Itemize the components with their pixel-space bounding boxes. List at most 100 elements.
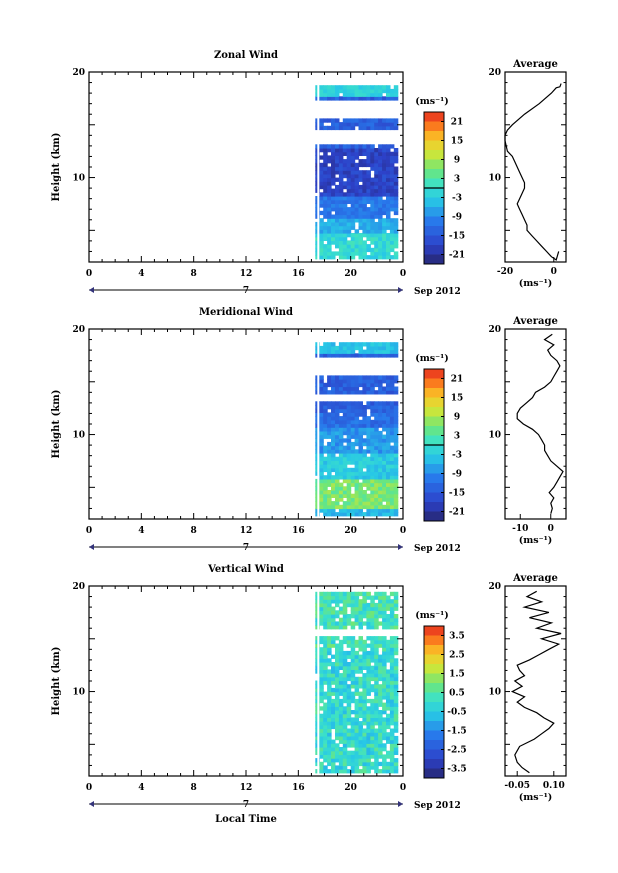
zonal-cell [331, 85, 336, 90]
meridional-cell [370, 508, 375, 513]
vertical-cell [335, 680, 340, 685]
zonal-cell [382, 255, 387, 260]
meridional-cell [331, 482, 336, 487]
zonal-cell [354, 244, 360, 249]
meridional-cell [389, 379, 395, 384]
zonal-cell [393, 184, 399, 190]
meridional-cell [342, 508, 348, 513]
vertical-cell [370, 721, 375, 726]
meridional-cell [366, 419, 371, 425]
meridional-profile-frame [504, 328, 567, 520]
vertical-cell [346, 758, 352, 763]
zonal-cell [382, 184, 387, 190]
meridional-cell [358, 453, 363, 458]
vertical-cell [319, 769, 324, 774]
zonal-cell [338, 221, 344, 227]
vertical-cell [319, 621, 324, 626]
meridional-cell [331, 390, 336, 395]
meridional-xtick-label: 12 [240, 526, 253, 536]
meridional-cell [342, 375, 348, 380]
vertical-cell [386, 765, 391, 770]
meridional-cell [366, 401, 371, 406]
zonal-cell [366, 85, 371, 90]
meridional-cell [338, 449, 344, 454]
meridional-cell [358, 382, 363, 388]
meridional-cell [331, 464, 336, 469]
vertical-cell [342, 747, 348, 752]
meridional-cell [354, 434, 360, 439]
zonal-cell [354, 196, 360, 201]
vertical-cell [323, 706, 328, 711]
meridional-cell [338, 482, 344, 487]
meridional-cell [374, 349, 379, 354]
zonal-cell [374, 247, 379, 253]
meridional-cell [378, 382, 383, 388]
meridional-cell [393, 438, 399, 443]
vertical-cell [362, 710, 367, 715]
meridional-cell [374, 456, 379, 461]
zonal-cell [382, 218, 387, 223]
zonal-cell [350, 225, 356, 230]
zonal-cell [362, 181, 367, 186]
vertical-cell [366, 595, 371, 600]
vertical-cell [386, 650, 391, 656]
vertical-cell [338, 739, 344, 744]
meridional-cell [378, 416, 383, 421]
meridional-cell [386, 349, 391, 354]
vertical-cell [327, 676, 332, 682]
vertical-cell [382, 721, 387, 726]
meridional-cell [362, 460, 367, 465]
zonal-cell [335, 229, 340, 234]
vertical-cell [366, 602, 371, 608]
meridional-cell [354, 342, 360, 347]
meridional-cell [350, 434, 356, 439]
vertical-cell [393, 765, 399, 770]
meridional-cell [323, 456, 328, 461]
vertical-cell [382, 665, 387, 670]
vertical-cell [331, 595, 336, 600]
zonal-cell [382, 118, 387, 123]
vertical-cell [382, 743, 387, 748]
meridional-cell [338, 386, 344, 391]
meridional-cell [338, 427, 344, 432]
meridional-cell [393, 423, 399, 428]
meridional-cell [335, 497, 340, 502]
meridional-cell [378, 501, 383, 506]
zonal-cell [366, 181, 371, 186]
vertical-cell [362, 702, 367, 707]
meridional-cell [323, 345, 328, 351]
vertical-cell [342, 639, 348, 645]
meridional-cell [389, 408, 395, 413]
zonal-cell [323, 170, 328, 175]
meridional-cell [327, 379, 332, 384]
vertical-cell [366, 765, 371, 770]
zonal-cell [358, 118, 363, 123]
vertical-cell [323, 606, 328, 611]
meridional-cell [382, 493, 387, 498]
vertical-cell [323, 702, 328, 707]
zonal-cell [354, 233, 360, 238]
zonal-cell [393, 96, 399, 101]
meridional-cell [350, 375, 356, 380]
meridional-cell [354, 512, 360, 517]
vertical-cell [370, 599, 375, 604]
vertical-cell [319, 658, 324, 663]
meridional-cell [354, 475, 360, 480]
zonal-cell [382, 181, 387, 186]
vertical-cell [378, 614, 383, 619]
zonal-cell [366, 192, 371, 197]
zonal-cell [358, 247, 363, 253]
zonal-cell [370, 148, 375, 153]
zonal-cell [350, 244, 356, 249]
vertical-cell [366, 665, 371, 670]
meridional-cell [335, 386, 340, 391]
meridional-cell [350, 497, 356, 502]
zonal-cell [374, 244, 379, 249]
meridional-cell [378, 386, 383, 391]
vertical-cell [358, 710, 363, 715]
meridional-ytick-label: 10 [72, 431, 85, 441]
vertical-cell [342, 706, 348, 711]
meridional-cell [327, 390, 332, 395]
meridional-cell [389, 512, 395, 517]
vertical-cell [323, 747, 328, 752]
